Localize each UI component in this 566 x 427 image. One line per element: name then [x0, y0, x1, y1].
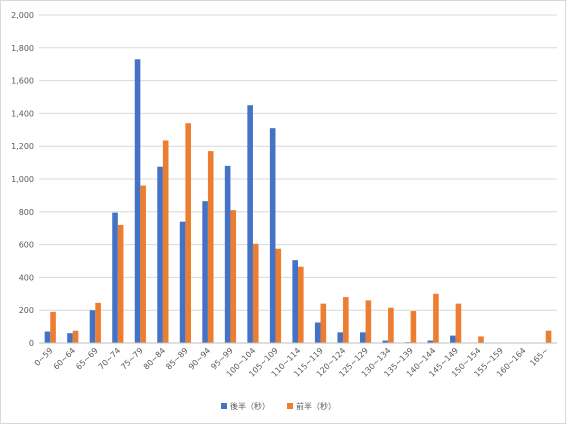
bar-series-2: [410, 311, 417, 343]
bar-series-2: [252, 243, 259, 343]
legend: 後半（秒） 前半（秒）: [221, 401, 336, 411]
bar-series-1: [382, 340, 389, 343]
bar-series-1: [292, 260, 298, 343]
bar-series-1: [134, 59, 141, 343]
bar-series-2: [72, 330, 79, 343]
y-tick-label: 1,200: [11, 142, 34, 151]
y-tick-label: 1,600: [11, 77, 34, 86]
bar-series-1: [247, 105, 253, 343]
bar-series-2: [478, 336, 484, 343]
bar-series-2: [320, 303, 327, 343]
bar-series-2: [185, 123, 191, 344]
bar-series-1: [202, 201, 208, 343]
bar-series-2: [162, 140, 169, 343]
bar-series-2: [230, 210, 237, 343]
bar-series-1: [44, 331, 51, 343]
bar-series-2: [298, 266, 304, 343]
bar-series-1: [157, 166, 163, 343]
x-tick-label: 60~64: [52, 346, 78, 372]
y-tick-label: 1,800: [11, 44, 34, 53]
bar-series-2: [117, 224, 124, 343]
x-tick-label: 90~94: [187, 346, 213, 372]
y-tick-label: 1,400: [11, 109, 34, 118]
x-axis-tick-labels: 0~5960~6465~6970~7475~7980~8485~8990~949…: [33, 346, 550, 379]
bar-series-1: [427, 340, 434, 343]
bar-series-2: [207, 151, 214, 343]
bar-series-2: [343, 297, 349, 343]
bar-series-2: [545, 330, 552, 343]
legend-swatch: [221, 403, 227, 409]
y-axis-tick-labels: 0 200 400 600 800 1,000 1,200 1,400 1,600 1,800 2,…: [11, 11, 34, 348]
bar-series-1: [337, 332, 344, 343]
bar-series-2: [140, 185, 146, 343]
bar-series-2: [95, 302, 101, 343]
bar-series-1: [112, 212, 118, 343]
bar-series-2: [365, 300, 372, 343]
bar-series-1: [314, 322, 321, 343]
x-tick-label: 75~79: [119, 346, 145, 372]
y-tick-label: 0: [29, 339, 34, 348]
x-tick-label: 80~84: [142, 346, 168, 372]
y-tick-label: 1,000: [11, 175, 34, 184]
y-tick-label: 600: [19, 241, 34, 250]
x-tick-label: 65~69: [74, 346, 100, 372]
bar-series-1: [450, 335, 456, 343]
bar-series-1: [359, 332, 366, 343]
bar-series-2: [455, 303, 462, 343]
bar-series-2: [433, 293, 439, 343]
legend-label: 後半（秒）: [230, 401, 270, 411]
bar-series-2: [275, 248, 282, 343]
x-tick-label: 70~74: [97, 346, 123, 372]
gridlines: [39, 14, 557, 311]
y-tick-label: 400: [19, 273, 34, 282]
x-tick-label: 165~: [528, 346, 550, 368]
y-tick-label: 800: [19, 208, 34, 217]
x-tick-label: 85~89: [164, 346, 190, 372]
y-tick-label: 200: [19, 306, 34, 315]
bar-series-1: [269, 128, 276, 343]
bars: [44, 59, 552, 344]
bar-series-1: [179, 221, 186, 343]
bar-series-2: [388, 307, 394, 343]
bar-series-2: [50, 311, 56, 343]
bar-series-1: [89, 310, 96, 343]
y-tick-label: 2,000: [11, 11, 34, 20]
legend-swatch: [287, 403, 293, 409]
bar-series-1: [224, 165, 231, 343]
bar-series-1: [67, 333, 73, 343]
legend-label: 前半（秒）: [296, 401, 336, 411]
